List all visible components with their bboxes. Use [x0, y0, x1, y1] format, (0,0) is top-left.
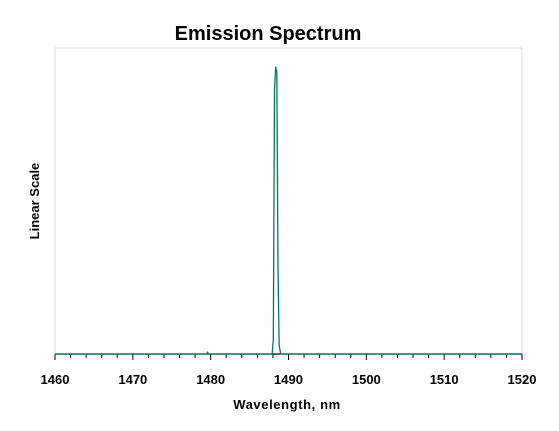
x-tick-labels: 1460 1470 1480 1490 1500 1510 1520 — [41, 372, 537, 387]
plot-area — [54, 47, 523, 355]
chart-title: Emission Spectrum — [175, 23, 362, 45]
x-ticks — [54, 354, 523, 360]
x-axis-label: Wavelength, nm — [233, 397, 341, 412]
x-tick-label: 1470 — [118, 372, 147, 387]
spectrum-line — [55, 66, 522, 355]
x-tick-label: 1490 — [274, 372, 303, 387]
x-tick-label: 1460 — [41, 372, 70, 387]
x-tick-label: 1480 — [196, 372, 225, 387]
x-tick-label: 1510 — [430, 372, 459, 387]
x-tick-label: 1500 — [352, 372, 381, 387]
y-axis-label: Linear Scale — [27, 163, 42, 240]
x-tick-label: 1520 — [508, 372, 537, 387]
